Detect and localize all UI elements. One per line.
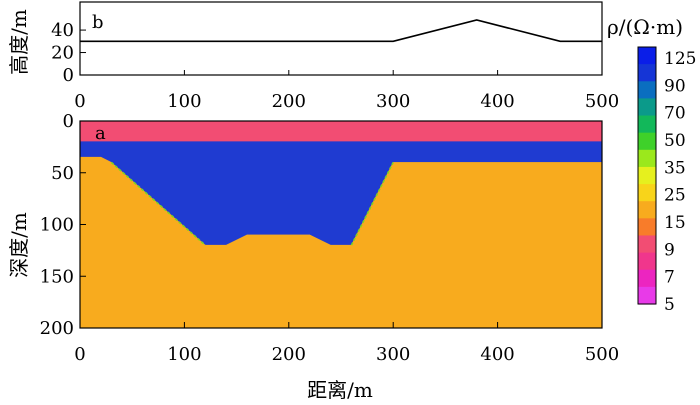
colorbar-tick-label: 7 <box>664 268 675 288</box>
layer-boundary-edge <box>110 161 394 246</box>
colorbar-cell <box>638 166 656 185</box>
depth-y-tick-label: 200 <box>40 318 74 339</box>
colorbar-tick-label: 50 <box>664 131 686 151</box>
distance-x-tick-label: 300 <box>376 344 410 365</box>
colorbar-cell <box>638 269 656 288</box>
colorbar-tick-label: 15 <box>664 213 686 233</box>
colorbar-frame <box>637 46 657 305</box>
altitude-x-tick-label: 0 <box>74 91 85 112</box>
depth-y-tick-label: 100 <box>40 215 74 236</box>
colorbar-cell <box>638 252 656 271</box>
colorbar-cell <box>638 286 656 305</box>
depth-y-tick-label: 50 <box>51 163 74 184</box>
altitude-profile-line <box>80 19 602 43</box>
altitude-x-tick-label: 500 <box>585 91 619 112</box>
colorbar-cell <box>638 81 656 99</box>
colorbar-cell <box>638 184 656 202</box>
resistivity-colorbar: ρ/(Ω·m) 125 90 70 50 35 25 15 9 7 5 <box>607 15 696 315</box>
colorbar-tick-label: 90 <box>664 76 686 96</box>
colorbar-tick-label: 70 <box>664 104 686 124</box>
altitude-y-tick-label: 40 <box>51 20 74 41</box>
depth-panel: 0 50 100 150 200 0 100 200 300 400 500 a 深度/m 距离/… <box>7 111 619 402</box>
colorbar-tick-label: 5 <box>664 295 675 315</box>
altitude-y-tick-label: 0 <box>63 65 74 86</box>
distance-x-tick-label: 500 <box>585 344 619 365</box>
distance-x-tick-label: 200 <box>272 344 306 365</box>
colorbar-tick-label: 25 <box>664 186 686 206</box>
colorbar-cell <box>638 115 656 134</box>
distance-x-tick-label: 100 <box>167 344 201 365</box>
resistivity-layer-9 <box>79 120 603 142</box>
colorbar-tick-label: 35 <box>664 158 686 178</box>
distance-x-axis-label: 距离/m <box>307 378 373 402</box>
panel-label-b: b <box>92 12 104 33</box>
colorbar-cell <box>638 47 656 65</box>
depth-y-tick-label: 150 <box>40 266 74 287</box>
altitude-x-tick-label: 400 <box>480 91 514 112</box>
colorbar-tick-labels: 125 90 70 50 35 25 15 9 7 5 <box>664 49 696 315</box>
colorbar-title: ρ/(Ω·m) <box>607 15 683 39</box>
altitude-x-tick-label: 100 <box>167 91 201 112</box>
altitude-y-tick-label: 20 <box>51 43 74 64</box>
colorbar-cells <box>638 47 656 305</box>
depth-y-tick-label: 0 <box>63 111 74 132</box>
colorbar-cell <box>638 149 656 168</box>
altitude-y-axis-label: 高度/m <box>7 9 31 75</box>
colorbar-cell <box>638 218 656 237</box>
altitude-plot-frame <box>79 1 603 76</box>
distance-x-tick-label: 0 <box>74 344 85 365</box>
distance-x-ticks: 0 100 200 300 400 500 <box>74 322 619 365</box>
altitude-x-tick-label: 300 <box>376 91 410 112</box>
colorbar-tick-label: 9 <box>664 240 675 260</box>
altitude-x-ticks: 0 100 200 300 400 500 <box>74 70 619 112</box>
colorbar-cell <box>638 64 656 82</box>
depth-y-axis-label: 深度/m <box>7 212 31 278</box>
depth-plot-frame <box>79 120 603 329</box>
colorbar-cell <box>638 98 656 117</box>
colorbar-cell <box>638 235 656 254</box>
altitude-x-tick-label: 200 <box>272 91 306 112</box>
depth-y-ticks: 0 50 100 150 200 <box>40 111 86 339</box>
colorbar-cell <box>638 132 656 151</box>
colorbar-cell <box>638 201 656 219</box>
colorbar-tick-label: 125 <box>664 49 696 69</box>
distance-x-tick-label: 400 <box>480 344 514 365</box>
panel-label-a: a <box>95 123 106 144</box>
resistivity-layers <box>79 120 603 329</box>
